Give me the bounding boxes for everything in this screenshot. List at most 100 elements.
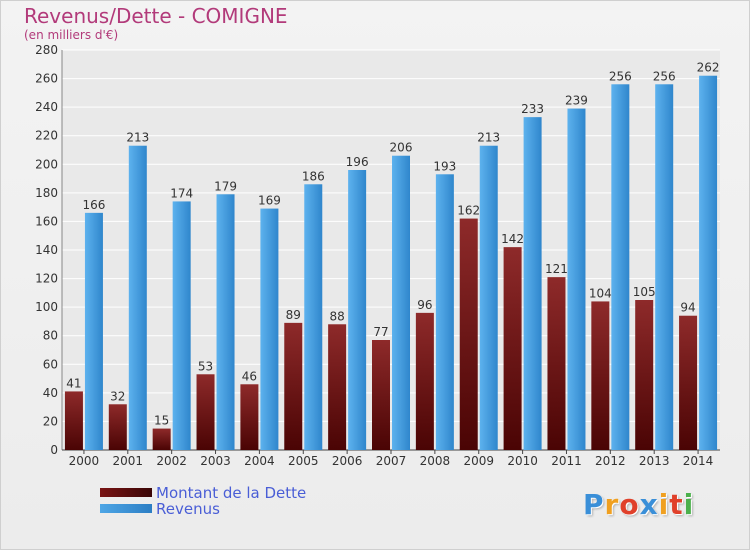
revenue-value-label: 169 xyxy=(258,194,281,208)
revenue-bar xyxy=(128,145,147,450)
y-tick-label: 200 xyxy=(35,157,58,171)
debt-value-label: 88 xyxy=(329,309,344,323)
debt-bar xyxy=(64,391,83,450)
revenue-value-label: 213 xyxy=(477,131,500,145)
y-tick-label: 240 xyxy=(35,100,58,114)
debt-value-label: 104 xyxy=(589,286,612,300)
debt-bar xyxy=(240,384,259,450)
revenue-bar xyxy=(348,170,367,450)
debt-value-label: 94 xyxy=(680,301,695,315)
legend-label-revenue: Revenus xyxy=(156,500,220,518)
proxiti-logo: Proxiti xyxy=(583,488,694,521)
legend-swatch-debt xyxy=(100,488,152,497)
revenue-bar xyxy=(567,108,586,451)
debt-bar xyxy=(547,277,566,450)
revenue-bar xyxy=(392,155,410,450)
debt-bar xyxy=(108,404,127,450)
y-tick-label: 60 xyxy=(43,357,58,371)
debt-bar xyxy=(415,312,434,450)
logo-letter: i xyxy=(683,488,695,521)
debt-value-label: 46 xyxy=(242,369,257,383)
y-tick-label: 280 xyxy=(35,43,58,57)
legend-swatch-revenue xyxy=(100,504,152,513)
logo-letter: t xyxy=(669,488,684,521)
revenue-value-label: 186 xyxy=(302,169,325,183)
x-tick-label: 2010 xyxy=(507,454,538,468)
debt-value-label: 41 xyxy=(66,376,81,390)
y-tick-label: 80 xyxy=(43,329,58,343)
debt-bar xyxy=(679,315,698,450)
x-tick-label: 2012 xyxy=(595,454,626,468)
revenue-value-label: 239 xyxy=(565,94,588,108)
debt-value-label: 162 xyxy=(457,204,480,218)
debt-value-label: 105 xyxy=(633,285,656,299)
revenue-value-label: 233 xyxy=(521,102,544,116)
revenue-value-label: 213 xyxy=(126,131,149,145)
x-tick-label: 2003 xyxy=(200,454,231,468)
revenue-bar xyxy=(172,201,191,450)
y-tick-label: 20 xyxy=(43,414,58,428)
debt-bar xyxy=(152,428,171,450)
logo-letter: r xyxy=(604,488,620,521)
debt-value-label: 53 xyxy=(198,359,213,373)
x-tick-label: 2009 xyxy=(463,454,494,468)
x-tick-label: 2004 xyxy=(244,454,275,468)
x-tick-label: 2002 xyxy=(156,454,187,468)
revenue-value-label: 256 xyxy=(609,69,632,83)
revenue-bar xyxy=(304,184,323,451)
x-tick-label: 2007 xyxy=(376,454,407,468)
debt-bar xyxy=(284,322,303,450)
x-tick-label: 2005 xyxy=(288,454,319,468)
y-tick-label: 260 xyxy=(35,72,58,86)
x-tick-label: 2011 xyxy=(551,454,582,468)
revenue-bar xyxy=(260,208,279,450)
debt-bar xyxy=(196,374,215,450)
y-tick-label: 220 xyxy=(35,129,58,143)
debt-value-label: 77 xyxy=(373,325,388,339)
revenue-bar xyxy=(216,194,235,450)
debt-value-label: 32 xyxy=(110,389,125,403)
debt-bar xyxy=(503,247,522,450)
revenue-value-label: 206 xyxy=(390,141,413,155)
debt-value-label: 142 xyxy=(501,232,524,246)
revenue-bar xyxy=(655,84,674,451)
revenue-value-label: 256 xyxy=(653,69,676,83)
debt-bar xyxy=(459,218,478,450)
y-tick-label: 180 xyxy=(35,186,58,200)
x-tick-label: 2006 xyxy=(332,454,363,468)
revenue-value-label: 174 xyxy=(170,186,193,200)
x-tick-label: 2013 xyxy=(639,454,670,468)
logo-letter: i xyxy=(658,488,670,521)
x-tick-label: 2001 xyxy=(113,454,144,468)
y-tick-label: 160 xyxy=(35,214,58,228)
x-tick-label: 2000 xyxy=(69,454,100,468)
debt-bar xyxy=(372,340,390,450)
y-tick-label: 100 xyxy=(35,300,58,314)
y-tick-label: 140 xyxy=(35,243,58,257)
revenue-bar xyxy=(699,75,718,450)
revenue-value-label: 166 xyxy=(82,198,105,212)
debt-bar xyxy=(591,301,610,450)
chart-title: Revenus/Dette - COMIGNE xyxy=(24,4,288,28)
revenue-value-label: 193 xyxy=(433,159,456,173)
chart-subtitle: (en milliers d'€) xyxy=(24,28,119,42)
y-tick-label: 0 xyxy=(50,443,58,457)
x-tick-label: 2008 xyxy=(420,454,451,468)
debt-value-label: 89 xyxy=(286,308,301,322)
revenue-value-label: 179 xyxy=(214,179,237,193)
bar-chart: 0 20 40 60 80 100 120 140 160 180 200 220 240 260 280 2… xyxy=(35,43,720,468)
revenue-bar xyxy=(479,145,498,450)
revenue-bar xyxy=(523,117,542,451)
x-tick-label: 2014 xyxy=(683,454,714,468)
debt-value-label: 121 xyxy=(545,262,568,276)
legend-label-debt: Montant de la Dette xyxy=(156,484,307,502)
revenue-value-label: 262 xyxy=(697,61,720,75)
y-tick-label: 40 xyxy=(43,386,58,400)
logo-letter: x xyxy=(639,488,659,521)
logo-letter: o xyxy=(619,488,640,521)
revenue-bar xyxy=(84,212,103,450)
logo-letter: P xyxy=(583,488,605,521)
debt-bar xyxy=(328,324,347,450)
revenue-value-label: 196 xyxy=(346,155,369,169)
debt-value-label: 15 xyxy=(154,414,169,428)
